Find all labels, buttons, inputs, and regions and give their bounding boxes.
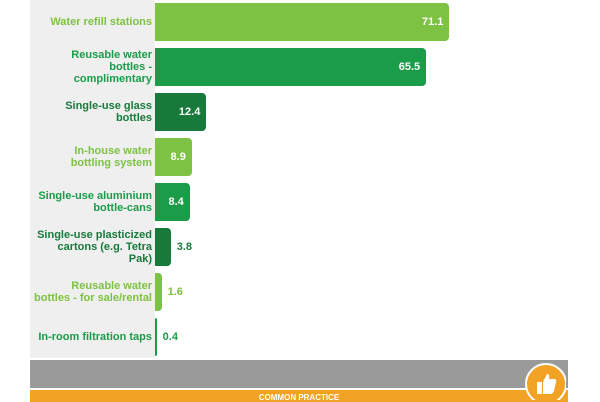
category-label: Reusable water bottles - for sale/rental [34, 280, 152, 304]
category-label: Single-use plasticized cartons (e.g. Tet… [37, 229, 152, 265]
icon-thumb [537, 374, 557, 394]
bar [155, 93, 207, 131]
value-label: 12.4 [178, 106, 201, 118]
value-label: 8.4 [168, 196, 184, 208]
category-label: Reusable water bottles - complimentary [71, 49, 152, 85]
bar [155, 138, 192, 176]
value-label: 8.9 [170, 151, 186, 163]
bar [155, 228, 171, 266]
category-label: Single-use glass bottles [65, 100, 152, 124]
bar [155, 318, 157, 356]
category-label: In-room filtration taps [38, 331, 152, 343]
bar [155, 3, 450, 41]
value-label: 0.4 [162, 331, 178, 343]
category-label: Water refill stations [50, 16, 152, 28]
category-label: In-house water bottling system [70, 145, 152, 169]
category-label: Single-use aluminium bottle-cans [38, 190, 152, 214]
thumb-icon [525, 363, 566, 400]
bar [155, 48, 427, 86]
footer-label: COMMON PRACTICE [258, 393, 340, 402]
bar [155, 273, 162, 311]
label-panel [30, 0, 155, 358]
value-label: 3.8 [176, 241, 193, 253]
value-label: 71.1 [421, 16, 444, 28]
value-label: 65.5 [398, 61, 421, 73]
footer-band [30, 360, 568, 388]
value-label: 1.6 [167, 286, 183, 298]
bar [155, 183, 190, 221]
footer-strip [30, 390, 568, 402]
